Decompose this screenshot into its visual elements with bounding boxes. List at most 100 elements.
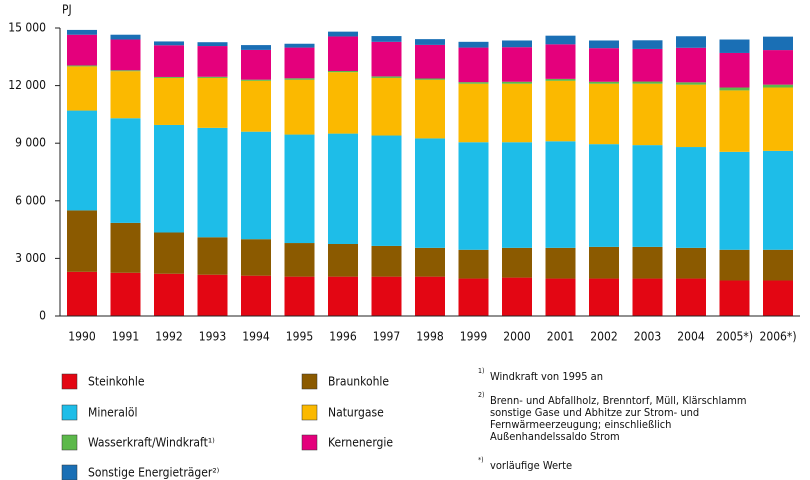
bar-segment [197,76,228,78]
bar-segment [763,87,793,151]
legend-swatch [61,464,78,480]
bar-segment [415,79,445,139]
bar-segment [241,239,271,276]
bar-segment [719,90,750,152]
bar-segment [241,79,271,81]
bar-segment [545,247,576,279]
bar-segment [458,41,489,48]
x-tick-label: 2003 [634,330,661,344]
bar-segment [502,40,532,48]
footnote-mark: *) [478,456,484,464]
bar-segment [545,44,576,79]
bar-segment [545,80,576,142]
bar-segment [632,278,663,316]
bar-segment [719,249,750,281]
x-tick-label: 1996 [329,330,357,344]
bar-segment [676,36,706,48]
bar-segment [154,124,184,233]
bar-segment [502,247,532,278]
x-tick-label: 1991 [112,330,139,344]
bar-segment [502,83,532,143]
bar-segment [154,273,184,316]
bar-segment [197,127,228,238]
bar-segment [328,31,358,37]
bar-segment [589,83,619,145]
x-tick-label: 2004 [677,330,705,344]
bar-segment [545,35,576,45]
bar-segment [371,276,402,316]
footnote-text: Brenn- und Abfallholz, Brenntorf, Müll, … [490,394,747,407]
bar-segment [371,76,402,78]
bar-segment [284,276,315,316]
bar-segment [415,276,445,316]
bar-segment [415,247,445,277]
bar-segment [676,247,706,279]
bar-segment [415,39,445,45]
bar-segment [415,138,445,248]
y-tick-label: 12 000 [8,78,46,92]
bar-segment [545,141,576,248]
bar-segment [458,83,489,143]
legend-swatch [61,404,78,421]
legend-label: Wasserkraft/Windkraft¹⁾ [88,436,215,450]
x-tick-label: 2001 [547,330,574,344]
bar-segment [110,272,141,316]
bar-segment [328,133,358,244]
bar-segment [763,84,793,88]
bar-segment [110,39,141,71]
x-tick-label: 2005*) [716,330,753,344]
bar-segment [676,84,706,148]
footnote-text: Fernwärmeerzeugung; einschließlich [490,418,671,431]
bar-segment [371,36,402,42]
bar-segment [67,66,97,111]
bar-segment [632,40,663,49]
footnote-text: vorläufige Werte [490,459,572,472]
footnote-text: sonstige Gase und Abhitze zur Strom- und [490,406,699,419]
bar-segment [589,278,619,316]
bar-segment [763,36,793,51]
bar-segment [545,278,576,316]
legend-label: Kernenergie [328,436,393,450]
y-tick-label: 6 000 [15,193,46,207]
bar-segment [67,29,97,35]
bar-segment [632,145,663,247]
footnote-mark: 1) [478,367,484,375]
bar-segment [632,83,663,146]
bar-segment [719,52,750,88]
x-tick-label: 2000 [503,330,531,344]
bar-segment [719,280,750,316]
x-tick-label: 1990 [68,330,96,344]
bar-segment [67,65,97,67]
legend-label: Steinkohle [88,375,145,389]
bar-segment [197,274,228,316]
legend-label: Braunkohle [328,375,389,389]
bar-segment [502,277,532,316]
bar-segment [763,150,793,250]
bar-segment [632,48,663,82]
bar-segment [589,40,619,49]
bar-segment [154,77,184,125]
bar-segment [415,78,445,80]
bar-segment [110,222,141,273]
bar-segment [415,44,445,79]
bar-segment [458,278,489,316]
footnote-mark: 2) [478,391,484,399]
bar-segment [589,81,619,84]
bar-segment [328,71,358,73]
bar-segment [763,249,793,281]
bar-segment [458,249,489,279]
bar-segment [589,246,619,279]
x-tick-label: 1998 [416,330,444,344]
bar-segment [110,118,141,223]
bar-segment [67,271,97,316]
bar-segment [197,42,228,47]
bar-segment [67,34,97,66]
y-unit: PJ [62,3,72,17]
bar-segment [67,110,97,211]
x-tick-label: 1992 [155,330,182,344]
bar-segment [719,39,750,53]
bar-segment [67,210,97,272]
bar-segment [589,48,619,82]
bar-segment [328,276,358,316]
bar-segment [110,70,141,72]
